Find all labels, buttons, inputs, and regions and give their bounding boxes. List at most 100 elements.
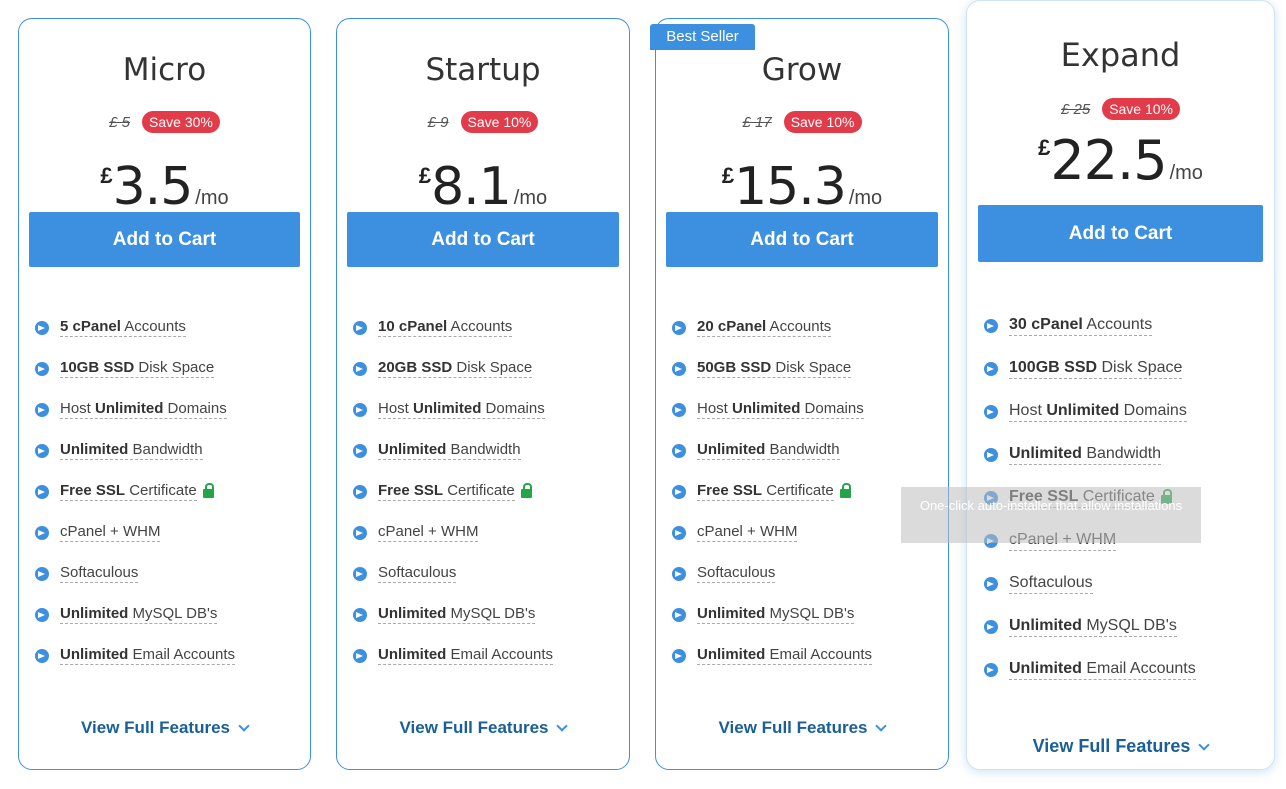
feature-item: Unlimited MySQL DB's [353, 594, 553, 635]
feature-suffix: Email Accounts [765, 646, 873, 663]
price-amount: 8.1 [431, 157, 512, 217]
view-full-features-link[interactable]: View Full Features [967, 736, 1274, 757]
arrow-circle-right-icon [35, 566, 49, 581]
feature-text[interactable]: Unlimited MySQL DB's [697, 605, 855, 624]
feature-item: Unlimited MySQL DB's [984, 605, 1196, 648]
plan-card-grow: Grow £ 17 Save 10% £15.3/mo Add to Cart 20 cP… [655, 18, 949, 770]
feature-text[interactable]: Host Unlimited Domains [378, 400, 545, 419]
arrow-circle-right-icon [672, 443, 686, 458]
feature-text[interactable]: Free SSL Certificate [378, 482, 515, 501]
arrow-circle-right-icon [672, 525, 686, 540]
feature-suffix: MySQL DB's [128, 605, 218, 622]
feature-prefix: Softaculous [697, 564, 776, 581]
plan-name: Expand [1060, 36, 1181, 74]
feature-prefix: cPanel + WHM [378, 523, 479, 540]
add-to-cart-button[interactable]: Add to Cart [347, 212, 619, 267]
feature-suffix: Accounts [120, 318, 186, 335]
feature-item: Softaculous [984, 562, 1196, 605]
feature-highlight: Unlimited [378, 441, 447, 458]
feature-text[interactable]: 10GB SSD Disk Space [60, 359, 215, 378]
view-full-features-link[interactable]: View Full Features [656, 718, 948, 738]
price-amount: 15.3 [734, 157, 847, 217]
price-period: /mo [195, 187, 229, 209]
add-to-cart-button[interactable]: Add to Cart [666, 212, 938, 267]
plan-name: Startup [425, 52, 541, 88]
feature-item: 30 cPanel Accounts [984, 304, 1196, 347]
feature-text[interactable]: 20 cPanel Accounts [697, 318, 832, 337]
feature-text[interactable]: Unlimited MySQL DB's [60, 605, 218, 624]
feature-highlight: 10 cPanel [378, 318, 448, 335]
price-amount: 3.5 [112, 157, 194, 217]
feature-text[interactable]: Free SSL Certificate [60, 482, 197, 501]
price: £3.5/mo [19, 157, 310, 217]
feature-highlight: Unlimited [60, 605, 129, 622]
feature-item: Unlimited Email Accounts [672, 635, 873, 676]
feature-text[interactable]: 5 cPanel Accounts [60, 318, 186, 337]
feature-prefix: Host [60, 400, 96, 417]
feature-text[interactable]: Softaculous [60, 564, 139, 583]
feature-highlight: Unlimited [1046, 401, 1120, 419]
arrow-circle-right-icon [35, 320, 49, 335]
arrow-circle-right-icon [353, 402, 367, 417]
feature-suffix: Certificate [762, 482, 834, 499]
save-badge: Save 30% [142, 111, 220, 133]
arrow-circle-right-icon [35, 402, 49, 417]
price-period: /mo [1169, 162, 1203, 184]
feature-text[interactable]: Unlimited Bandwidth [697, 441, 840, 460]
feature-text[interactable]: Host Unlimited Domains [697, 400, 864, 419]
feature-text[interactable]: cPanel + WHM [60, 523, 161, 542]
feature-text[interactable]: Unlimited Email Accounts [378, 646, 554, 665]
price: £8.1/mo [337, 157, 629, 217]
feature-highlight: Unlimited [697, 605, 766, 622]
feature-text[interactable]: Unlimited MySQL DB's [1009, 617, 1177, 637]
plan-name: Micro [122, 52, 207, 88]
feature-text[interactable]: 50GB SSD Disk Space [697, 359, 852, 378]
view-full-features-link[interactable]: View Full Features [337, 718, 629, 738]
feature-suffix: Email Accounts [128, 646, 236, 663]
feature-text[interactable]: cPanel + WHM [378, 523, 479, 542]
feature-text[interactable]: cPanel + WHM [697, 523, 798, 542]
feature-text[interactable]: 100GB SSD Disk Space [1009, 359, 1183, 379]
arrow-circle-right-icon [35, 443, 49, 458]
feature-text[interactable]: Softaculous [378, 564, 457, 583]
feature-text[interactable]: Unlimited Email Accounts [60, 646, 236, 665]
arrow-circle-right-icon [353, 443, 367, 458]
best-seller-badge: Best Seller [650, 24, 755, 50]
feature-text[interactable]: Host Unlimited Domains [1009, 402, 1187, 422]
feature-text[interactable]: Unlimited Email Accounts [1009, 660, 1196, 680]
feature-item: Unlimited MySQL DB's [672, 594, 872, 635]
feature-text[interactable]: Unlimited Bandwidth [378, 441, 521, 460]
arrow-circle-right-icon [353, 607, 367, 622]
view-full-features-label: View Full Features [1032, 736, 1191, 756]
currency-symbol: £ [721, 163, 735, 188]
arrow-circle-right-icon [984, 361, 998, 376]
view-full-features-link[interactable]: View Full Features [19, 718, 310, 738]
arrow-circle-right-icon [353, 525, 367, 540]
feature-item: cPanel + WHM [672, 512, 872, 553]
add-to-cart-button[interactable]: Add to Cart [978, 205, 1263, 262]
plan-card-startup: Startup £ 9 Save 10% £8.1/mo Add to Cart 10 c… [336, 18, 630, 770]
add-to-cart-button[interactable]: Add to Cart [29, 212, 300, 267]
arrow-circle-right-icon [35, 361, 49, 376]
feature-text[interactable]: 10 cPanel Accounts [378, 318, 513, 337]
feature-text[interactable]: 30 cPanel Accounts [1009, 315, 1153, 336]
feature-text[interactable]: Softaculous [1009, 574, 1093, 594]
feature-text[interactable]: Unlimited Email Accounts [697, 646, 873, 665]
feature-item: Unlimited MySQL DB's [35, 594, 235, 635]
feature-text[interactable]: Free SSL Certificate [697, 482, 834, 501]
feature-text[interactable]: Host Unlimited Domains [60, 400, 227, 419]
feature-text[interactable]: Unlimited MySQL DB's [378, 605, 536, 624]
feature-text[interactable]: Unlimited Bandwidth [1009, 445, 1162, 465]
feature-item: Unlimited Email Accounts [353, 635, 554, 676]
discount-row: £ 5 Save 30% [19, 111, 310, 137]
view-full-features-label: View Full Features [718, 718, 868, 737]
feature-item: cPanel + WHM [35, 512, 235, 553]
lock-icon [520, 483, 532, 498]
feature-text[interactable]: 20GB SSD Disk Space [378, 359, 533, 378]
feature-text[interactable]: Softaculous [697, 564, 776, 583]
feature-prefix: Host [1009, 401, 1047, 419]
feature-suffix: MySQL DB's [446, 605, 536, 622]
save-badge: Save 10% [460, 111, 539, 133]
feature-highlight: 30 cPanel [1009, 315, 1083, 333]
feature-text[interactable]: Unlimited Bandwidth [60, 441, 203, 460]
